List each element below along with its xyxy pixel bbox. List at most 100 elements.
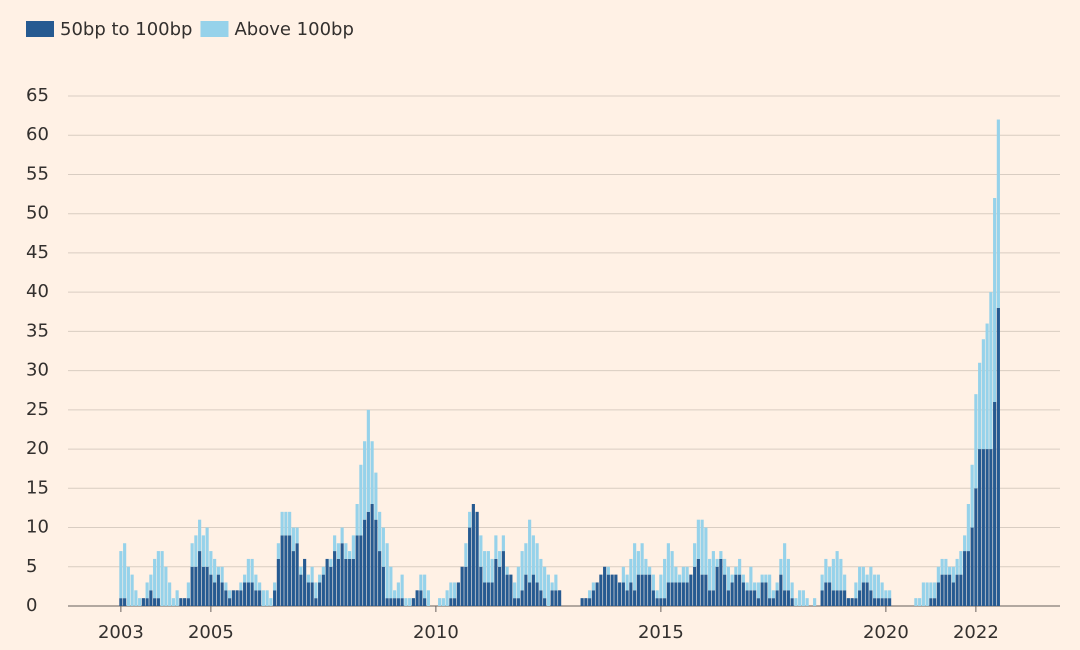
bar-segment xyxy=(520,551,524,591)
bar-segment xyxy=(678,574,682,583)
bar-segment xyxy=(209,574,213,606)
bar-segment xyxy=(224,582,228,591)
bar-segment xyxy=(861,582,865,606)
bar-segment xyxy=(501,551,505,606)
bar-segment xyxy=(250,582,254,606)
bar-segment xyxy=(865,582,869,606)
bar-segment xyxy=(955,574,959,606)
y-tick-label: 40 xyxy=(26,281,49,302)
bar-segment xyxy=(876,574,880,599)
legend-swatch xyxy=(26,21,54,37)
bar-segment xyxy=(835,551,839,591)
bar-segment xyxy=(310,566,314,583)
bar-segment xyxy=(805,598,809,606)
bar-segment xyxy=(464,566,468,606)
bar-segment xyxy=(389,566,393,599)
bar-segment xyxy=(393,590,397,599)
bar-segment xyxy=(651,574,655,591)
bar-segment xyxy=(629,558,633,583)
bar-segment xyxy=(985,449,989,606)
bar-segment xyxy=(550,590,554,606)
bar-segment xyxy=(381,566,385,606)
bar-segment xyxy=(456,582,460,606)
bar-segment xyxy=(554,574,558,591)
bar-segment xyxy=(918,598,922,606)
bar-segment xyxy=(426,590,430,606)
bar-segment xyxy=(460,566,464,606)
bar-segment xyxy=(693,566,697,606)
bar-segment xyxy=(479,566,483,606)
y-tick-label: 60 xyxy=(26,124,49,145)
bar-segment xyxy=(936,582,940,606)
bar-segment xyxy=(936,566,940,583)
bar-segment xyxy=(636,551,640,575)
bar-segment xyxy=(824,558,828,583)
bar-segment xyxy=(970,527,974,606)
bar-segment xyxy=(655,590,659,599)
bar-segment xyxy=(149,590,153,606)
bar-segment xyxy=(880,598,884,606)
bar-segment xyxy=(344,543,348,559)
bar-segment xyxy=(340,527,344,544)
bar-segment xyxy=(550,582,554,591)
bar-segment xyxy=(959,551,963,575)
bar-segment xyxy=(704,527,708,575)
bar-segment xyxy=(321,566,325,575)
bar-segment xyxy=(828,566,832,583)
bar-segment xyxy=(843,590,847,606)
bar-segment xyxy=(670,551,674,583)
bar-segment xyxy=(768,598,772,606)
bar-segment xyxy=(156,598,160,606)
bar-segment xyxy=(374,519,378,606)
bar-segment xyxy=(663,598,667,606)
bar-segment xyxy=(633,543,637,591)
bar-segment xyxy=(404,598,408,606)
bar-segment xyxy=(284,535,288,606)
x-tick-label: 2010 xyxy=(413,622,459,643)
bar-segment xyxy=(820,590,824,606)
bar-segment xyxy=(884,590,888,599)
bar-segment xyxy=(516,598,520,606)
bar-segment xyxy=(284,511,288,536)
bar-segment xyxy=(276,543,280,559)
bar-segment xyxy=(411,598,415,606)
bar-segment xyxy=(591,590,595,606)
bar-segment xyxy=(254,590,258,606)
bar-segment xyxy=(846,598,850,606)
bar-segment xyxy=(231,590,235,606)
bar-segment xyxy=(145,582,149,599)
bar-segment xyxy=(423,598,427,606)
bar-segment xyxy=(228,590,232,599)
bar-segment xyxy=(944,558,948,575)
bar-segment xyxy=(453,582,457,599)
bar-segment xyxy=(940,558,944,575)
bar-segment xyxy=(948,574,952,606)
bar-segment xyxy=(531,535,535,575)
bar-segment xyxy=(325,558,329,606)
bar-segment xyxy=(400,574,404,599)
bar-segment xyxy=(963,551,967,606)
bar-segment xyxy=(888,590,892,599)
bar-segment xyxy=(603,566,607,606)
bar-segment xyxy=(183,598,187,606)
bar-segment xyxy=(246,558,250,583)
bar-segment xyxy=(393,598,397,606)
bar-segment xyxy=(156,551,160,599)
bar-segment xyxy=(723,574,727,606)
bar-segment xyxy=(861,566,865,583)
bar-segment xyxy=(179,598,183,606)
bar-segment xyxy=(734,566,738,575)
bar-segment xyxy=(201,535,205,567)
bar-segment xyxy=(291,527,295,552)
bar-segment xyxy=(606,566,610,575)
bar-segment xyxy=(978,449,982,606)
bar-segment xyxy=(704,574,708,606)
bar-segment xyxy=(974,488,978,606)
bar-segment xyxy=(711,551,715,591)
bar-segment xyxy=(978,362,982,450)
bar-segment xyxy=(239,582,243,591)
bar-segment xyxy=(126,566,130,606)
bar-segment xyxy=(644,574,648,606)
